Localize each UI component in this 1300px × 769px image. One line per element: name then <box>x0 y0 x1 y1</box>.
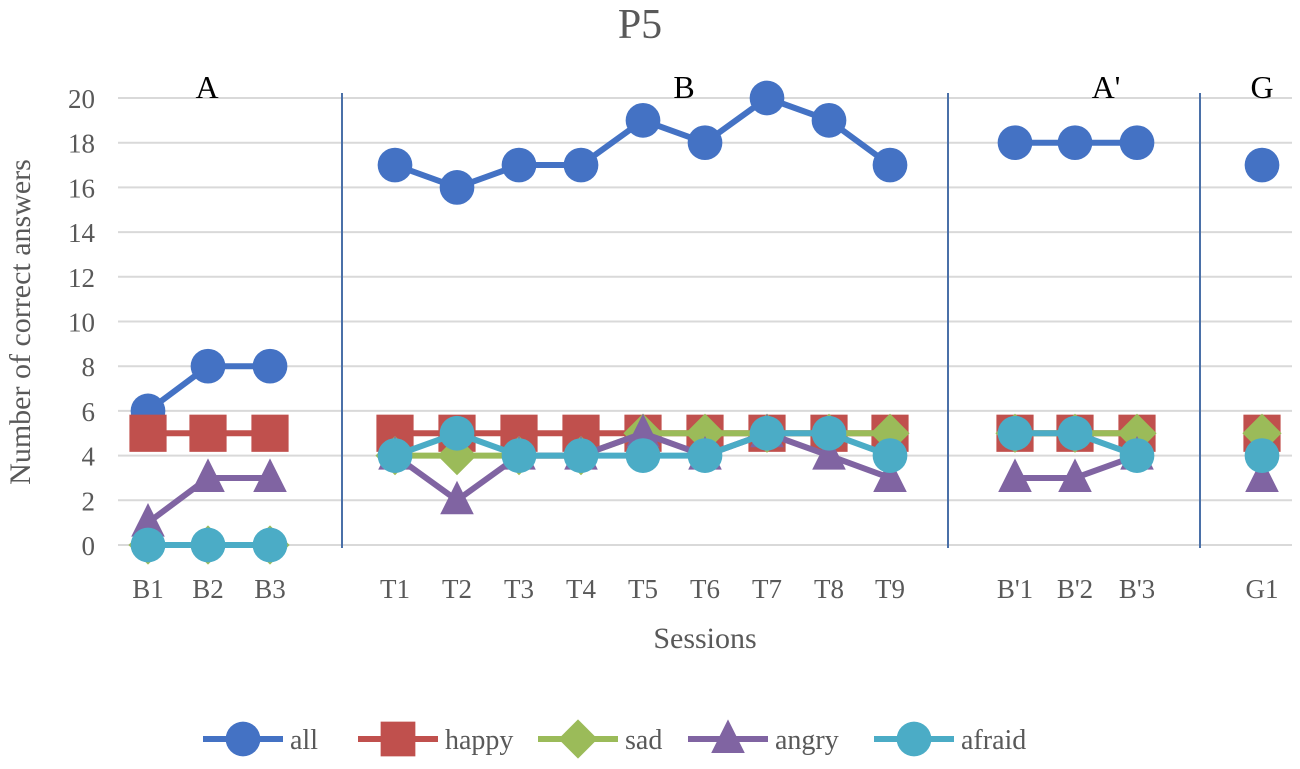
data-point <box>1057 125 1093 161</box>
data-point <box>811 102 847 138</box>
data-point <box>253 458 287 492</box>
phase-label: A' <box>1092 69 1121 105</box>
data-point <box>1057 415 1093 451</box>
data-point <box>252 348 288 384</box>
data-point <box>225 721 261 757</box>
data-point <box>812 436 846 470</box>
x-tick-label: T9 <box>875 574 905 604</box>
data-point <box>377 438 413 473</box>
series-all <box>130 80 1280 429</box>
legend-item-afraid: afraid <box>874 721 1026 757</box>
data-point <box>1119 125 1155 161</box>
data-point <box>440 480 474 515</box>
data-point <box>1245 458 1279 492</box>
x-tick-label: G1 <box>1246 574 1279 604</box>
x-tick-label: T7 <box>752 574 782 604</box>
data-point <box>711 719 745 753</box>
legend-label: all <box>290 725 318 756</box>
y-tick-label: 4 <box>82 442 96 472</box>
phase-label: A <box>195 69 218 105</box>
data-point <box>687 125 723 161</box>
data-point <box>563 438 599 473</box>
data-point <box>998 458 1032 492</box>
y-tick-label: 10 <box>68 308 95 338</box>
y-tick-label: 2 <box>82 486 96 516</box>
data-point <box>872 147 908 183</box>
data-point <box>626 413 660 448</box>
data-point <box>625 102 661 138</box>
legend-label: sad <box>625 725 662 756</box>
data-point <box>380 721 416 757</box>
data-point <box>749 80 785 116</box>
data-point <box>439 415 475 451</box>
x-tick-label: T4 <box>566 574 596 604</box>
data-point <box>189 414 227 452</box>
x-tick-label: T3 <box>504 574 534 604</box>
data-point <box>563 147 599 183</box>
data-point <box>191 458 225 492</box>
data-point <box>558 719 598 759</box>
series-afraid <box>130 415 1280 563</box>
data-point <box>439 170 475 205</box>
data-point <box>811 415 847 451</box>
data-point <box>131 503 165 537</box>
data-point <box>896 721 932 757</box>
legend-item-angry: angry <box>688 719 839 756</box>
data-point <box>625 438 661 473</box>
x-tick-label: B3 <box>254 574 286 604</box>
legend-item-sad: sad <box>538 719 662 759</box>
legend: all happy sad angry afraid <box>203 719 1026 759</box>
data-point <box>130 527 166 563</box>
x-tick-label: B'2 <box>1057 574 1093 604</box>
legend-item-all: all <box>203 721 318 757</box>
y-tick-label: 18 <box>68 129 95 159</box>
data-point <box>872 438 908 473</box>
legend-label: afraid <box>961 725 1026 756</box>
x-tick-label: B'3 <box>1119 574 1155 604</box>
x-axis-label: Sessions <box>653 622 756 655</box>
data-point <box>377 147 413 183</box>
x-tick-label: T1 <box>380 574 410 604</box>
phase-label: G <box>1250 69 1273 105</box>
data-point <box>190 527 226 563</box>
legend-label: happy <box>445 725 513 756</box>
data-point <box>1119 438 1155 473</box>
x-tick-label: T8 <box>814 574 844 604</box>
x-tick-label: B2 <box>192 574 224 604</box>
x-tick-label: B'1 <box>997 574 1033 604</box>
y-axis-label: Number of correct answers <box>4 159 37 485</box>
data-point <box>501 438 537 473</box>
x-tick-label: T6 <box>690 574 720 604</box>
data-point <box>1117 413 1157 453</box>
data-point <box>1244 438 1280 473</box>
chart-title: P5 <box>618 2 662 48</box>
data-point <box>1058 458 1092 492</box>
data-point <box>501 147 537 183</box>
x-tick-label: T5 <box>628 574 658 604</box>
phase-label: B <box>673 69 694 105</box>
data-point <box>1244 147 1280 183</box>
y-tick-label: 6 <box>82 397 96 427</box>
data-point <box>749 415 785 451</box>
data-point <box>997 415 1033 451</box>
legend-item-happy: happy <box>358 721 513 757</box>
x-tick-label: B1 <box>132 574 164 604</box>
data-point <box>129 414 167 452</box>
y-tick-label: 0 <box>82 531 96 561</box>
data-point <box>687 438 723 473</box>
data-point <box>190 348 226 384</box>
y-tick-label: 8 <box>82 352 96 382</box>
y-tick-label: 12 <box>68 263 95 293</box>
data-point <box>251 414 289 452</box>
data-point <box>1242 413 1282 453</box>
legend-label: angry <box>775 725 839 756</box>
data-point <box>997 125 1033 161</box>
x-tick-label: T2 <box>442 574 472 604</box>
data-point <box>252 527 288 563</box>
y-tick-label: 16 <box>68 173 95 203</box>
data-point <box>873 458 907 492</box>
y-tick-label: 20 <box>68 84 95 114</box>
y-tick-label: 14 <box>68 218 96 248</box>
